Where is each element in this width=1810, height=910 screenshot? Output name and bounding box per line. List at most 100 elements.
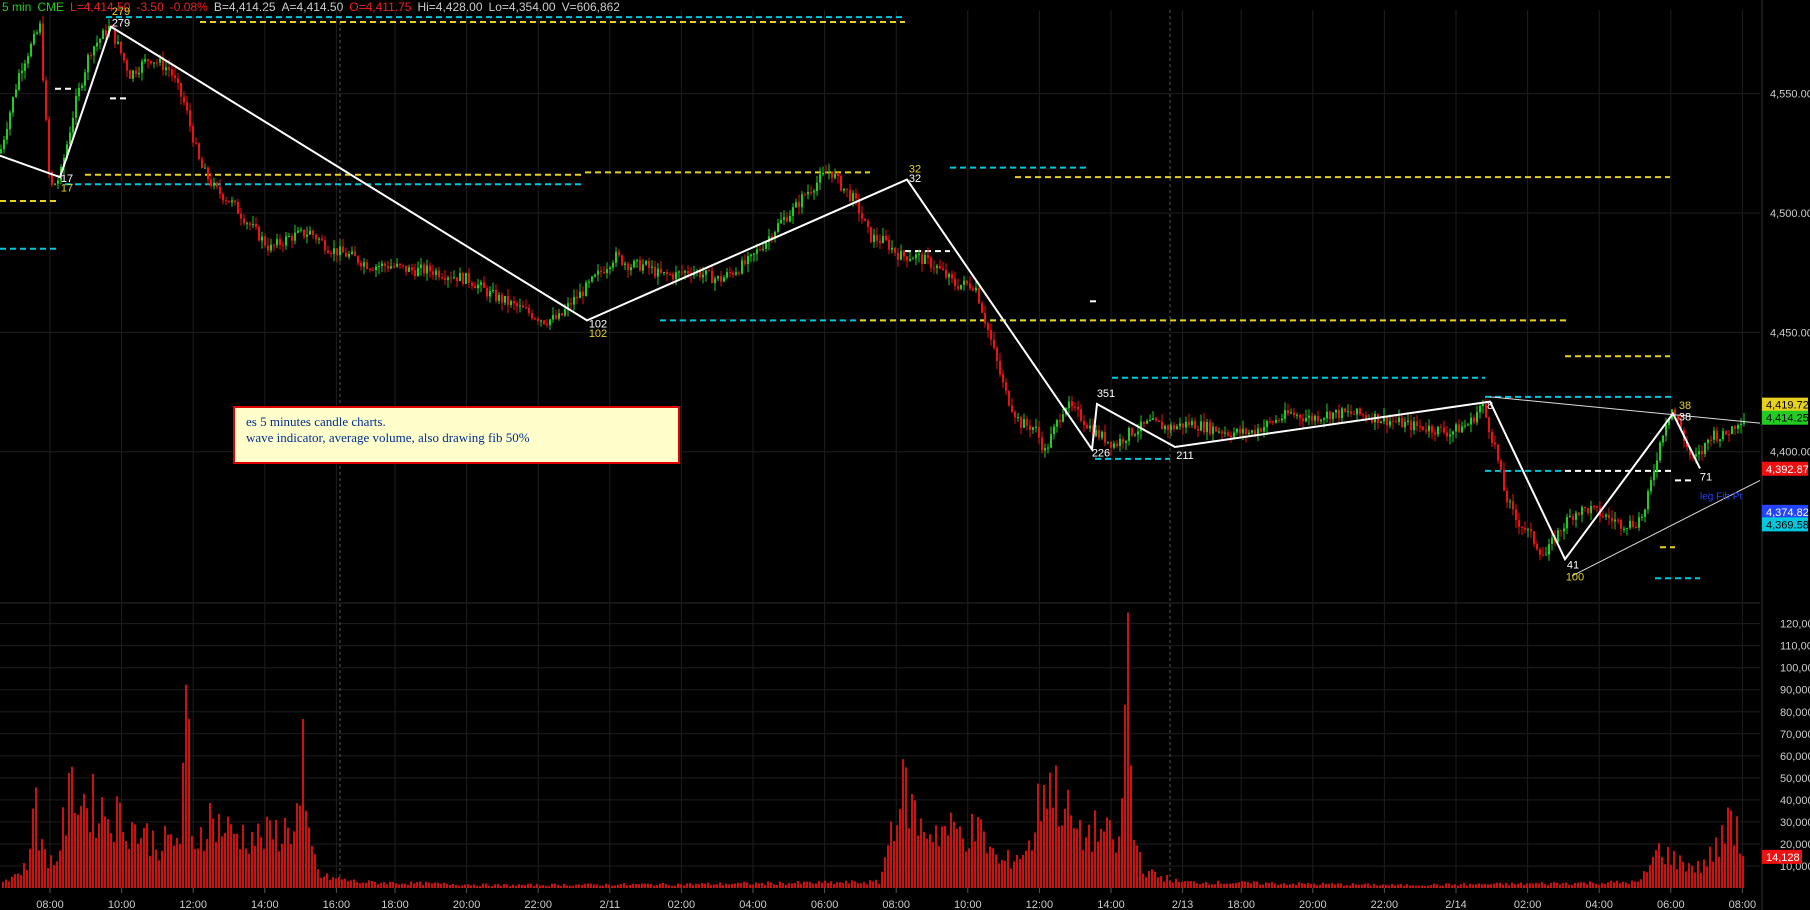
volume-bar[interactable]: [569, 885, 571, 888]
volume-bar[interactable]: [71, 766, 73, 888]
candle[interactable]: [723, 275, 725, 283]
volume-bar[interactable]: [683, 885, 685, 888]
volume-bar[interactable]: [590, 883, 592, 888]
volume-bar[interactable]: [8, 881, 10, 888]
volume-bar[interactable]: [758, 883, 760, 888]
candle[interactable]: [1662, 435, 1664, 447]
candle[interactable]: [1647, 488, 1649, 514]
interval-label[interactable]: 5 min: [2, 0, 32, 14]
volume-bar[interactable]: [1352, 883, 1354, 888]
volume-bar[interactable]: [1238, 882, 1240, 888]
candle[interactable]: [447, 275, 449, 288]
candle[interactable]: [264, 233, 266, 249]
volume-bar[interactable]: [1436, 884, 1438, 888]
volume-bar[interactable]: [1355, 884, 1357, 888]
volume-bar[interactable]: [800, 883, 802, 888]
candle[interactable]: [27, 52, 29, 69]
candle[interactable]: [1404, 417, 1406, 433]
volume-bar[interactable]: [392, 881, 394, 888]
volume-bar[interactable]: [863, 882, 865, 888]
volume-bar[interactable]: [1649, 865, 1651, 888]
volume-bar[interactable]: [152, 830, 154, 888]
candle[interactable]: [1320, 418, 1322, 425]
volume-bar[interactable]: [668, 885, 670, 888]
candle[interactable]: [363, 257, 365, 275]
volume-bar[interactable]: [1730, 810, 1732, 888]
candle[interactable]: [306, 226, 308, 244]
candle[interactable]: [1518, 512, 1520, 535]
volume-bar[interactable]: [32, 808, 34, 888]
candle[interactable]: [1566, 513, 1568, 534]
candle[interactable]: [1173, 422, 1175, 432]
volume-bar[interactable]: [1742, 856, 1744, 888]
volume-bar[interactable]: [821, 882, 823, 888]
candle[interactable]: [1206, 418, 1208, 440]
candle[interactable]: [222, 192, 224, 205]
volume-bar[interactable]: [1382, 884, 1384, 888]
candle[interactable]: [1164, 424, 1166, 434]
volume-bar[interactable]: [1178, 881, 1180, 888]
candle[interactable]: [6, 121, 8, 145]
candle[interactable]: [1551, 533, 1553, 551]
candle[interactable]: [144, 54, 146, 64]
candle[interactable]: [378, 261, 380, 274]
volume-bar[interactable]: [1232, 883, 1234, 888]
candle[interactable]: [225, 197, 227, 206]
volume-bar[interactable]: [194, 848, 196, 888]
candle[interactable]: [1167, 424, 1169, 438]
candle[interactable]: [999, 353, 1001, 377]
volume-bar[interactable]: [566, 885, 568, 888]
volume-bar[interactable]: [806, 881, 808, 888]
candle[interactable]: [1236, 427, 1238, 436]
candle[interactable]: [1386, 415, 1388, 434]
volume-bar[interactable]: [1577, 882, 1579, 888]
candle[interactable]: [204, 163, 206, 169]
candle[interactable]: [1728, 429, 1730, 443]
candle[interactable]: [1725, 430, 1727, 436]
volume-bar[interactable]: [1157, 877, 1159, 888]
volume-bar[interactable]: [398, 884, 400, 888]
volume-bar[interactable]: [1604, 883, 1606, 888]
candle[interactable]: [1458, 419, 1460, 433]
volume-bar[interactable]: [815, 883, 817, 888]
volume-bar[interactable]: [482, 883, 484, 888]
candle[interactable]: [1422, 426, 1424, 432]
volume-bar[interactable]: [26, 870, 28, 888]
candle[interactable]: [1239, 425, 1241, 437]
candle[interactable]: [102, 28, 104, 40]
volume-bar[interactable]: [1169, 880, 1171, 888]
volume-bar[interactable]: [857, 883, 859, 888]
volume-bar[interactable]: [1145, 877, 1147, 888]
candle[interactable]: [1158, 420, 1160, 423]
volume-bar[interactable]: [695, 883, 697, 888]
volume-bar[interactable]: [296, 803, 298, 888]
candle[interactable]: [9, 110, 11, 136]
candle[interactable]: [1011, 398, 1013, 413]
volume-bar[interactable]: [983, 831, 985, 888]
candle[interactable]: [627, 261, 629, 279]
volume-bar[interactable]: [1277, 884, 1279, 888]
candle[interactable]: [1563, 523, 1565, 540]
volume-bar[interactable]: [1097, 841, 1099, 888]
volume-bar[interactable]: [1457, 885, 1459, 888]
volume-bar[interactable]: [395, 883, 397, 888]
volume-bar[interactable]: [1067, 789, 1069, 888]
candle[interactable]: [462, 271, 464, 287]
candle[interactable]: [1191, 417, 1193, 428]
volume-bar[interactable]: [563, 883, 565, 888]
candle[interactable]: [1260, 427, 1262, 433]
candle[interactable]: [342, 238, 344, 253]
candle[interactable]: [1296, 412, 1298, 420]
volume-bar[interactable]: [242, 824, 244, 888]
volume-bar[interactable]: [305, 810, 307, 888]
volume-bar[interactable]: [1442, 885, 1444, 888]
wave-indicator-line[interactable]: [0, 25, 1701, 562]
volume-bar[interactable]: [593, 884, 595, 888]
candle[interactable]: [1314, 414, 1316, 426]
volume-bar[interactable]: [1424, 885, 1426, 888]
volume-bar[interactable]: [281, 843, 283, 888]
volume-bar[interactable]: [1562, 882, 1564, 888]
candle[interactable]: [930, 255, 932, 273]
candle[interactable]: [954, 271, 956, 291]
volume-bar[interactable]: [722, 884, 724, 888]
